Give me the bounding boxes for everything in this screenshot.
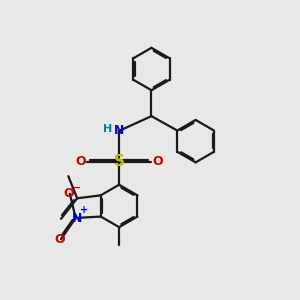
Text: N: N <box>114 124 124 137</box>
Text: N: N <box>72 212 83 224</box>
Text: H: H <box>103 124 112 134</box>
Text: +: + <box>80 205 88 215</box>
Text: O: O <box>152 155 163 168</box>
Text: S: S <box>114 154 124 169</box>
Text: O: O <box>54 233 65 246</box>
Text: −: − <box>72 183 81 193</box>
Text: O: O <box>63 188 74 200</box>
Text: O: O <box>76 155 86 168</box>
